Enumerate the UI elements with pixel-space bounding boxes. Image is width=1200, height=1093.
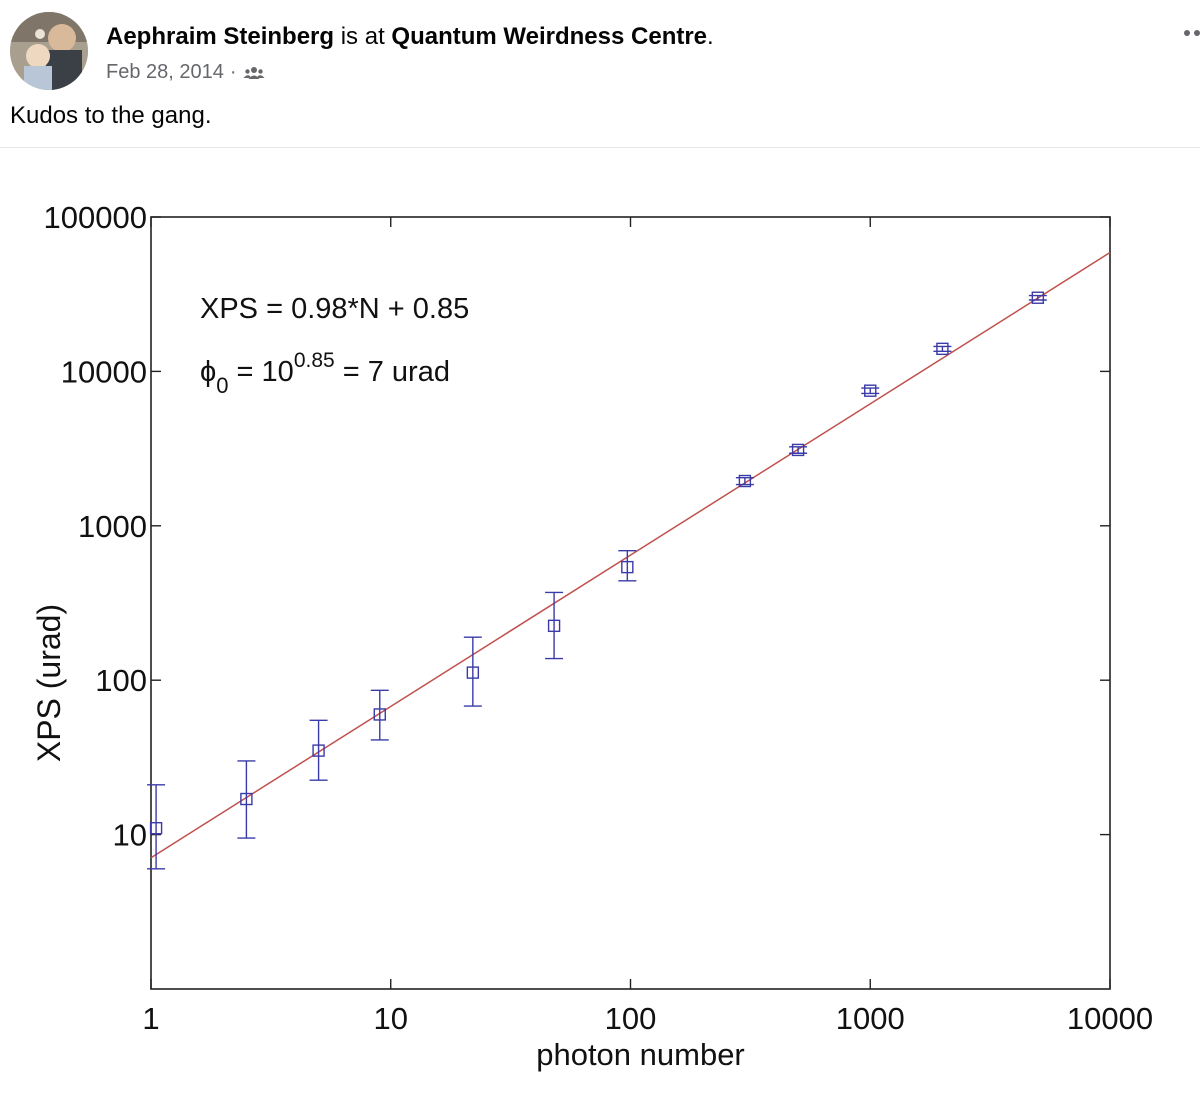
square-marker: [373, 708, 386, 721]
post-meta: Feb 28, 2014 ·: [106, 59, 265, 85]
fit-line: [150, 251, 1111, 859]
y-tick-label: 1000: [78, 509, 147, 544]
data-point: [735, 474, 754, 488]
post-image[interactable]: 1 10 100 1000 10000 10 100 1000 10000 100000 photo…: [0, 148, 1200, 1093]
xps-chart: 1 10 100 1000 10000 10 100 1000 10000 100000 photo…: [0, 148, 1200, 1093]
y-tick-label: 100: [95, 663, 147, 698]
data-point: [933, 342, 952, 356]
data-point: [370, 689, 389, 741]
place-link[interactable]: Quantum Weirdness Centre: [391, 23, 708, 50]
post-author-line: Aephraim Steinberg is at Quantum Weirdne…: [106, 21, 714, 53]
phi-result: = 7 urad: [335, 356, 450, 388]
friends-icon[interactable]: [243, 63, 265, 81]
square-marker: [791, 443, 805, 457]
more-dot-icon: [1184, 30, 1190, 36]
square-marker: [1031, 291, 1045, 304]
data-point: [1028, 291, 1047, 304]
square-marker: [864, 384, 877, 397]
x-tick-label: 10000: [1067, 1001, 1153, 1036]
fit-equation-annotation: XPS = 0.98*N + 0.85: [200, 293, 469, 325]
y-tick-label: 100000: [44, 200, 147, 235]
square-marker: [240, 792, 253, 806]
author-connector: is at: [334, 23, 392, 50]
data-point: [618, 549, 637, 582]
data-point: [545, 591, 564, 660]
phi-equals: = 10: [229, 356, 294, 388]
x-tick-label: 100: [605, 1001, 657, 1036]
y-tick-label: 10: [113, 818, 147, 853]
author-name-link[interactable]: Aephraim Steinberg: [106, 23, 335, 50]
square-marker: [621, 560, 634, 574]
post-caption: Kudos to the gang.: [10, 102, 212, 129]
phi-symbol: ϕ: [200, 356, 216, 388]
x-tick-label: 1: [142, 1001, 159, 1036]
x-tick-label: 10: [374, 1001, 408, 1036]
meta-separator: ·: [229, 61, 237, 83]
data-point: [147, 784, 166, 870]
x-tick-label: 1000: [836, 1001, 905, 1036]
phi-annotation: ϕ0 = 100.85 = 7 urad: [200, 349, 450, 398]
post-divider: [0, 147, 1200, 148]
author-period: .: [707, 23, 714, 50]
y-axis-label: XPS (urad): [31, 604, 67, 762]
square-marker: [312, 744, 325, 757]
square-marker: [547, 619, 561, 633]
square-marker: [936, 342, 949, 356]
more-dot-icon: [1194, 30, 1200, 36]
data-point: [309, 719, 328, 781]
square-marker: [149, 822, 163, 835]
square-marker: [466, 666, 480, 679]
square-marker: [738, 474, 752, 488]
phi-subscript: 0: [216, 373, 228, 398]
more-options-button[interactable]: [1176, 18, 1200, 48]
data-point: [861, 384, 880, 397]
data-point: [237, 760, 256, 839]
phi-exponent: 0.85: [294, 349, 335, 372]
chart-background: [0, 148, 1200, 1093]
avatar[interactable]: [10, 12, 88, 90]
x-axis-label: photon number: [536, 1037, 745, 1072]
data-point: [463, 636, 482, 707]
data-point: [789, 443, 808, 457]
y-tick-label: 10000: [61, 354, 147, 389]
post-header: Aephraim Steinberg is at Quantum Weirdne…: [0, 0, 1200, 100]
post-date-link[interactable]: Feb 28, 2014: [106, 61, 224, 83]
